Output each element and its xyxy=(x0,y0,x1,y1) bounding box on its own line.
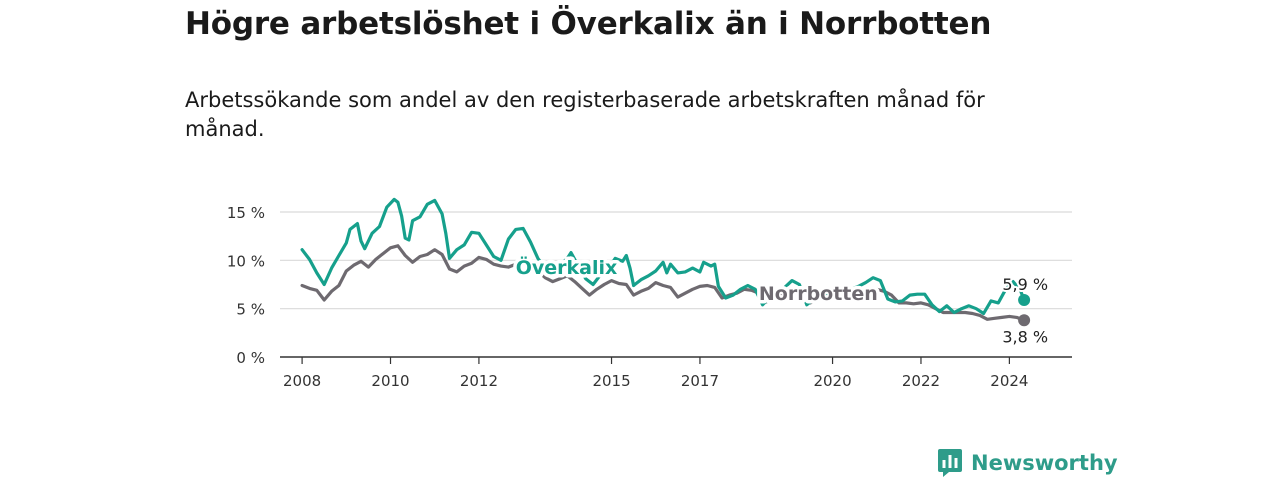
y-tick-label: 10 % xyxy=(227,252,265,270)
line-chart: 0 %5 %10 %15 % 2008 2010 2012 2015 2017 2020 2… xyxy=(227,197,1072,390)
series-label-norrbotten: Norrbotten xyxy=(759,283,878,305)
x-tick-label: 2008 xyxy=(283,372,321,390)
x-axis: 2008 2010 2012 2015 2017 2020 2022 2024 xyxy=(280,356,1072,390)
y-tick-label: 15 % xyxy=(227,204,265,222)
y-axis-ticks: 0 % 5 % 10 % 15 % xyxy=(227,204,265,367)
end-value-halo-norrbotten: 3,8 % xyxy=(1002,327,1048,346)
series-layer xyxy=(300,197,1031,327)
newsworthy-logo-icon xyxy=(938,449,962,477)
x-tick-label: 2020 xyxy=(813,372,851,390)
series-line-norrbotten xyxy=(300,244,1026,322)
brand-logo: Newsworthy xyxy=(937,448,1118,478)
x-tick-label: 2015 xyxy=(592,372,630,390)
x-tick-label: 2012 xyxy=(460,372,498,390)
page-title: Högre arbetslöshet i Överkalix än i Norr… xyxy=(185,6,992,42)
series-label-halo-overkalix: Överkalix xyxy=(516,255,618,279)
page-subtitle: Arbetssökande som andel av den registerb… xyxy=(185,88,985,141)
end-value-label-norrbotten: 3,8 % xyxy=(1002,327,1048,346)
end-point-norrbotten xyxy=(1018,314,1031,327)
series-label-halo-norrbotten: Norrbotten xyxy=(759,283,878,305)
y-tick-label: 5 % xyxy=(236,301,265,319)
series-line-overkalix xyxy=(300,197,1026,316)
end-point-overkalix xyxy=(1018,293,1031,306)
brand-name: Newsworthy xyxy=(971,451,1118,475)
y-tick-label: 0 % xyxy=(236,349,265,367)
x-tick-label: 2017 xyxy=(681,372,719,390)
x-tick-label: 2024 xyxy=(990,372,1028,390)
x-tick-label: 2022 xyxy=(902,372,940,390)
x-tick-label: 2010 xyxy=(371,372,409,390)
end-value-label-overkalix: 5,9 % xyxy=(1002,275,1048,294)
series-label-overkalix: Överkalix xyxy=(516,255,618,279)
end-value-halo-overkalix: 5,9 % xyxy=(1002,275,1048,294)
